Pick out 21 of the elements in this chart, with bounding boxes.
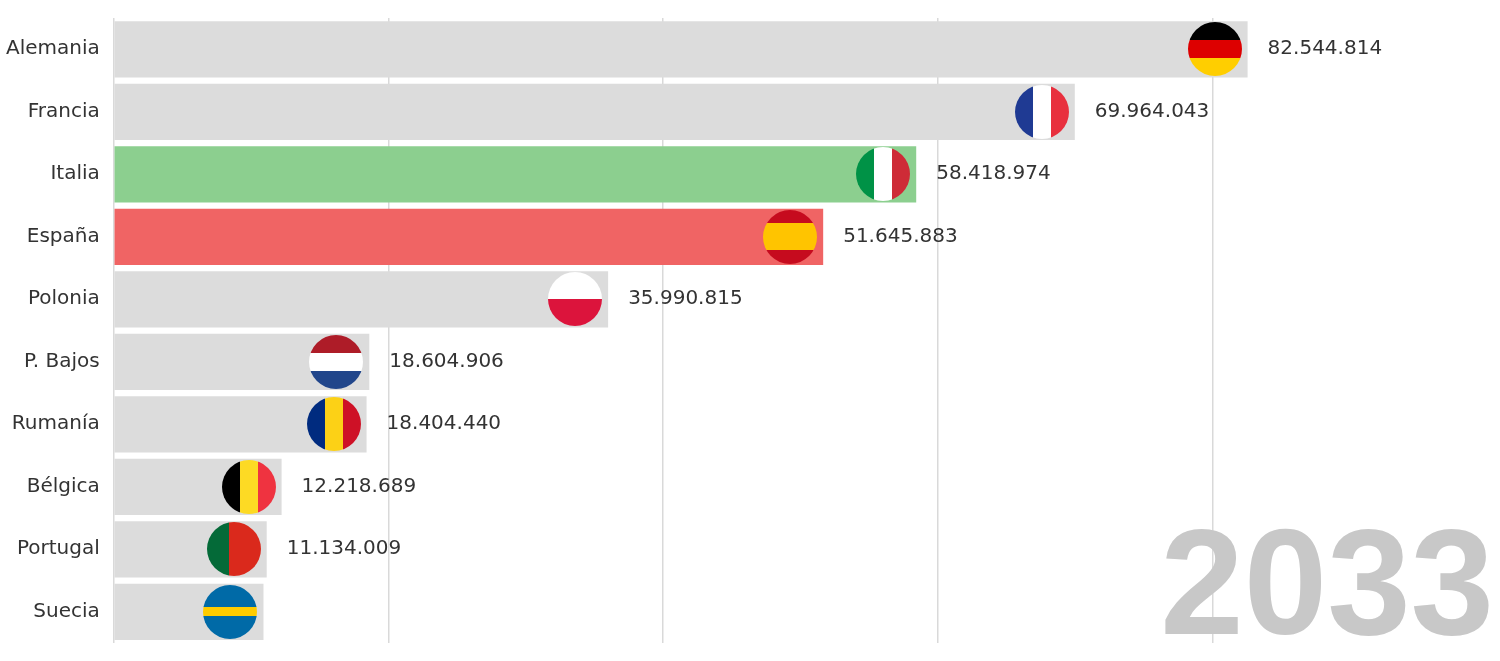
y-tick-label: Bélgica — [26, 472, 100, 497]
data-label: 51.645.883 — [843, 222, 958, 247]
data-label: 69.964.043 — [1094, 97, 1210, 122]
data-label: 18.404.440 — [386, 410, 502, 435]
bar — [114, 146, 917, 203]
y-tick-label: Francia — [27, 97, 100, 122]
y-tick-label: Suecia — [33, 597, 100, 622]
data-label: 18.604.906 — [389, 347, 504, 372]
y-tick-label: Italia — [50, 160, 100, 185]
data-label: 35.990.815 — [628, 285, 743, 310]
bar — [114, 208, 824, 265]
data-label: 11.134.009 — [286, 535, 402, 560]
y-tick-label: Rumanía — [11, 410, 100, 435]
data-label: 82.544.814 — [1267, 35, 1383, 60]
y-tick-label: Polonia — [27, 285, 100, 310]
y-tick-label: España — [26, 222, 100, 247]
data-label: 58.418.974 — [936, 160, 1051, 185]
y-tick-label: Alemania — [5, 35, 100, 60]
y-tick-label: P. Bajos — [23, 347, 100, 372]
y-tick-label: Portugal — [16, 535, 100, 560]
data-label: 12.218.689 — [301, 472, 417, 497]
